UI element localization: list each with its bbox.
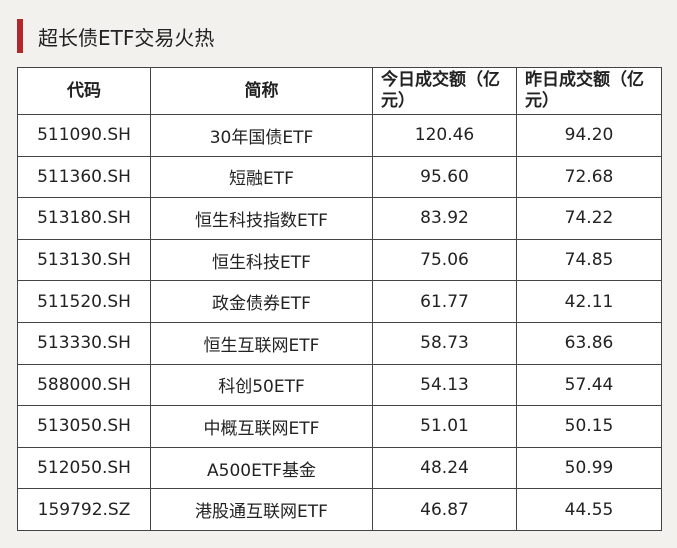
cell-yesterday-turnover: 94.20: [516, 114, 662, 157]
cell-yesterday-turnover: 57.44: [516, 363, 662, 407]
cell-code: 513180.SH: [17, 197, 151, 240]
column-header-today-turnover: 今日成交额（亿元）: [372, 67, 517, 115]
cell-today-turnover: 51.01: [372, 405, 517, 448]
cell-name: 政金债券ETF: [150, 280, 373, 323]
table-row: 159792.SZ 港股通互联网ETF 46.87 44.55: [17, 488, 662, 531]
table-row: 511090.SH 30年国债ETF 120.46 94.20: [17, 114, 662, 157]
cell-today-turnover: 54.13: [372, 363, 517, 407]
cell-name: 恒生互联网ETF: [150, 321, 373, 365]
cell-name: 恒生科技指数ETF: [150, 197, 373, 240]
cell-code: 513130.SH: [17, 238, 151, 282]
cell-code: 512050.SH: [17, 446, 151, 490]
cell-today-turnover: 120.46: [372, 114, 517, 157]
table-row: 511520.SH 政金债券ETF 61.77 42.11: [17, 280, 662, 323]
cell-name: A500ETF基金: [150, 446, 373, 490]
title-accent-bar: [17, 19, 23, 53]
page-header: 超长债ETF交易火热: [17, 18, 214, 54]
cell-today-turnover: 75.06: [372, 238, 517, 282]
cell-name: 中概互联网ETF: [150, 405, 373, 448]
cell-yesterday-turnover: 72.68: [516, 155, 662, 199]
table-row: 512050.SH A500ETF基金 48.24 50.99: [17, 446, 662, 490]
etf-turnover-table: 代码 简称 今日成交额（亿元） 昨日成交额（亿元） 511090.SH 30年国…: [17, 67, 662, 531]
cell-yesterday-turnover: 42.11: [516, 280, 662, 323]
cell-yesterday-turnover: 63.86: [516, 321, 662, 365]
cell-today-turnover: 46.87: [372, 488, 517, 531]
cell-code: 513330.SH: [17, 321, 151, 365]
cell-code: 511520.SH: [17, 280, 151, 323]
page-title: 超长债ETF交易火热: [38, 25, 215, 50]
cell-code: 513050.SH: [17, 405, 151, 448]
cell-today-turnover: 48.24: [372, 446, 517, 490]
table-row: 513050.SH 中概互联网ETF 51.01 50.15: [17, 405, 662, 448]
column-header-code: 代码: [17, 67, 151, 115]
cell-name: 港股通互联网ETF: [150, 488, 373, 531]
cell-name: 短融ETF: [150, 155, 373, 199]
cell-code: 511090.SH: [17, 114, 151, 157]
cell-code: 159792.SZ: [17, 488, 151, 531]
cell-name: 科创50ETF: [150, 363, 373, 407]
column-header-name: 简称: [150, 67, 373, 115]
table-row: 513180.SH 恒生科技指数ETF 83.92 74.22: [17, 197, 662, 240]
cell-code: 511360.SH: [17, 155, 151, 199]
cell-today-turnover: 58.73: [372, 321, 517, 365]
cell-today-turnover: 61.77: [372, 280, 517, 323]
cell-yesterday-turnover: 74.85: [516, 238, 662, 282]
cell-yesterday-turnover: 74.22: [516, 197, 662, 240]
cell-today-turnover: 95.60: [372, 155, 517, 199]
table-row: 513130.SH 恒生科技ETF 75.06 74.85: [17, 238, 662, 282]
cell-code: 588000.SH: [17, 363, 151, 407]
table-header-row: 代码 简称 今日成交额（亿元） 昨日成交额（亿元）: [17, 67, 662, 115]
cell-yesterday-turnover: 50.99: [516, 446, 662, 490]
table-row: 588000.SH 科创50ETF 54.13 57.44: [17, 363, 662, 407]
cell-name: 30年国债ETF: [150, 114, 373, 157]
cell-yesterday-turnover: 50.15: [516, 405, 662, 448]
column-header-yesterday-turnover: 昨日成交额（亿元）: [516, 67, 662, 115]
cell-today-turnover: 83.92: [372, 197, 517, 240]
table-row: 513330.SH 恒生互联网ETF 58.73 63.86: [17, 321, 662, 365]
cell-yesterday-turnover: 44.55: [516, 488, 662, 531]
table-row: 511360.SH 短融ETF 95.60 72.68: [17, 155, 662, 199]
cell-name: 恒生科技ETF: [150, 238, 373, 282]
